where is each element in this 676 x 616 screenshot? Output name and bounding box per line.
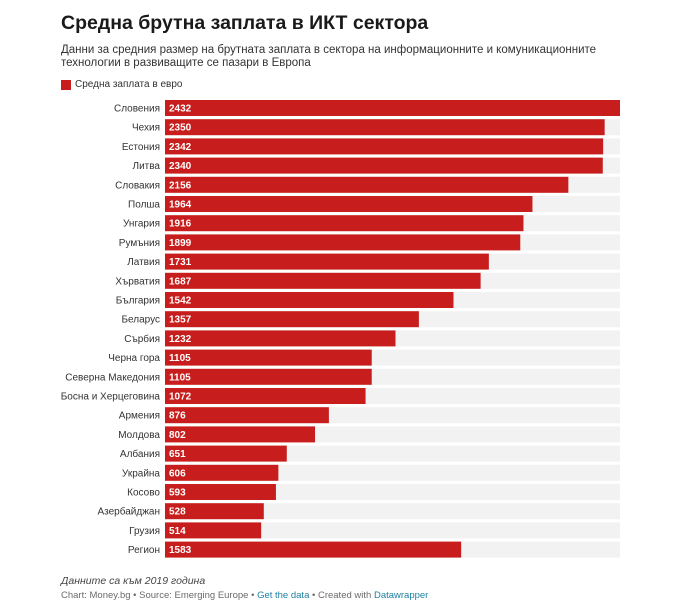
value-label: 528 [169, 507, 186, 518]
category-label: Чехия [132, 123, 160, 134]
bar[interactable] [165, 464, 279, 481]
category-label: Хърватия [115, 276, 160, 287]
bar[interactable] [165, 234, 521, 251]
footer-separator: • [133, 590, 137, 601]
value-label: 606 [169, 468, 186, 479]
bar[interactable] [165, 215, 524, 232]
category-label: Черна гора [108, 353, 160, 364]
chart-title: Средна брутна заплата в ИКТ сектора [61, 12, 429, 34]
chart-notes: Данните са към 2019 година [61, 575, 206, 587]
bar[interactable] [165, 196, 533, 212]
value-label: 1964 [169, 200, 192, 211]
bar-track [165, 464, 620, 481]
bar-track [165, 503, 620, 520]
bar-track [165, 484, 620, 500]
bar[interactable] [165, 176, 569, 193]
category-label: Унгария [123, 219, 160, 230]
value-label: 1687 [169, 276, 192, 287]
value-label: 651 [169, 449, 186, 460]
bar[interactable] [165, 157, 603, 174]
footer-source: Source: Emerging Europe [139, 590, 249, 601]
category-label: Азербайджан [97, 506, 160, 518]
bar-track [165, 522, 620, 539]
value-label: 2340 [169, 161, 192, 172]
value-label: 1105 [169, 372, 191, 383]
bar[interactable] [165, 445, 287, 462]
value-label: 876 [169, 411, 186, 422]
bar[interactable] [165, 368, 372, 385]
value-label: 802 [169, 430, 186, 441]
category-label: Беларус [121, 315, 160, 326]
value-label: 2342 [169, 142, 192, 153]
value-label: 1357 [169, 315, 192, 326]
value-label: 1731 [169, 257, 192, 268]
bar[interactable] [165, 426, 316, 443]
bar[interactable] [165, 100, 620, 116]
get-the-data-link[interactable]: Get the data [257, 590, 310, 601]
value-label: 1583 [169, 545, 192, 556]
category-label: Полша [128, 200, 160, 211]
value-label: 1105 [169, 353, 191, 364]
value-label: 1899 [169, 238, 192, 249]
value-label: 1072 [169, 392, 192, 403]
footer-separator: • [251, 590, 255, 601]
value-label: 514 [169, 526, 186, 537]
category-label: Северна Македония [65, 372, 160, 383]
bar[interactable] [165, 407, 329, 424]
category-label: Словакия [115, 180, 160, 191]
category-label: Естония [122, 142, 160, 153]
bar[interactable] [165, 388, 366, 404]
value-label: 2156 [169, 180, 192, 191]
bar[interactable] [165, 253, 489, 270]
legend: Средна заплата в евро [61, 79, 182, 90]
category-label: Косово [127, 488, 160, 499]
bar[interactable] [165, 119, 605, 136]
bar[interactable] [165, 484, 276, 500]
footer-created-with: Created with [317, 590, 372, 601]
category-label: Сърбия [124, 333, 160, 345]
value-label: 1916 [169, 219, 192, 230]
category-label: Словения [114, 104, 160, 115]
value-label: 593 [169, 488, 186, 499]
category-label: Грузия [129, 526, 160, 537]
footer-separator: • [312, 590, 316, 601]
category-label: Босна и Херцеговина [61, 392, 161, 403]
bar[interactable] [165, 138, 604, 155]
bar[interactable] [165, 272, 481, 289]
category-label: Регион [128, 545, 160, 556]
legend-label: Средна заплата в евро [75, 79, 183, 90]
bar[interactable] [165, 330, 396, 347]
bar[interactable] [165, 292, 454, 308]
value-label: 1232 [169, 334, 192, 345]
bar[interactable] [165, 541, 462, 558]
footer-chart-by: Chart: Money.bg [61, 590, 131, 601]
category-label: Румъния [119, 238, 160, 249]
bar-chart: Словения 2432 Чехия 2350 Естония 2342 Литва 234… [61, 100, 620, 558]
category-label: Латвия [127, 257, 160, 268]
datawrapper-link[interactable]: Datawrapper [373, 590, 429, 601]
category-label: Армения [119, 411, 160, 422]
value-label: 2432 [169, 104, 192, 115]
bar[interactable] [165, 522, 262, 539]
chart-footer: Chart: Money.bg • Source: Emerging Europ… [61, 590, 428, 601]
bar[interactable] [165, 503, 264, 520]
value-label: 1542 [169, 296, 192, 307]
category-label: България [116, 296, 160, 307]
category-label: Украйна [122, 468, 161, 479]
bar[interactable] [165, 349, 372, 366]
value-label: 2350 [169, 123, 192, 134]
category-label: Молдова [118, 430, 160, 441]
bar[interactable] [165, 311, 419, 328]
category-label: Албания [120, 448, 160, 460]
chart-subtitle: Данни за средния размер на брутната запл… [61, 44, 597, 69]
category-label: Литва [133, 161, 161, 172]
legend-swatch [61, 79, 71, 90]
